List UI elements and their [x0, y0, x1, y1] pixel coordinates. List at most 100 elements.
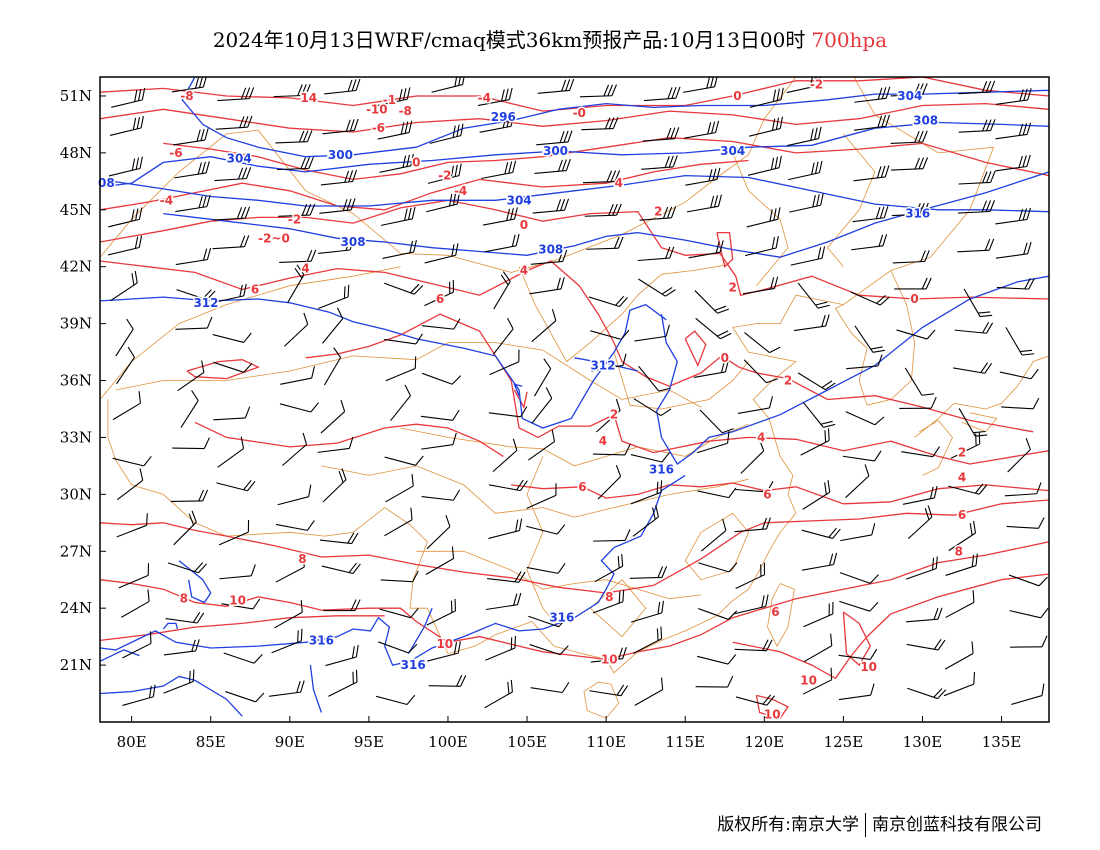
wind-barb — [276, 156, 314, 171]
wind-barb — [426, 192, 461, 213]
wind-barb — [421, 318, 461, 330]
temperature-label: 4 — [520, 264, 528, 278]
wind-barb — [122, 684, 156, 706]
geopotential-label: 300 — [328, 148, 353, 162]
wind-barb — [854, 114, 891, 131]
wind-barb — [488, 479, 528, 492]
temperature-label: 2 — [610, 408, 618, 422]
wind-barb — [275, 555, 305, 583]
temperature-label: -4 — [478, 91, 491, 105]
wind-barb — [484, 679, 513, 709]
temperature-label: -8 — [180, 89, 193, 103]
wind-barb — [325, 645, 359, 667]
wind-barb — [634, 677, 664, 706]
wind-barb — [592, 589, 625, 614]
wind-barb — [891, 202, 929, 217]
temperature-isoline — [305, 313, 1049, 465]
temperature-isoline — [100, 260, 1034, 433]
wind-barb — [421, 372, 462, 385]
title-main: 2024年10月13日WRF/cmaq模式36km预报产品:10月13日00时 — [212, 28, 806, 52]
wind-barb — [212, 283, 247, 304]
wind-barb — [531, 308, 557, 343]
wind-barb — [175, 316, 213, 330]
wind-barb — [482, 207, 518, 226]
lat-tick-label: 48N — [60, 144, 92, 162]
wind-barb — [632, 504, 659, 537]
wind-barb — [890, 157, 929, 171]
wind-barb — [118, 563, 150, 589]
boundary-line — [613, 351, 749, 410]
wind-barb — [995, 207, 1032, 225]
wind-barb — [591, 353, 627, 372]
wind-barb — [111, 87, 146, 108]
wind-barb — [906, 639, 946, 651]
boundary-line — [827, 133, 876, 267]
wind-barb — [530, 249, 568, 265]
temperature-label: 4 — [615, 176, 623, 190]
lat-tick-label: 42N — [60, 258, 92, 276]
boundary-line — [107, 77, 995, 674]
wind-barb — [854, 325, 885, 353]
temperature-isoline — [100, 541, 1049, 661]
wind-barbs — [108, 77, 1049, 709]
wind-barb — [492, 438, 518, 473]
wind-barb — [493, 317, 514, 355]
wind-barb — [108, 235, 143, 256]
wind-barb — [948, 483, 988, 495]
wind-barb — [802, 402, 836, 428]
wind-barb — [896, 329, 936, 340]
temperature-label: 0 — [520, 218, 528, 232]
wind-barb — [526, 524, 566, 535]
wind-barb — [526, 483, 557, 509]
wind-barb — [485, 592, 522, 611]
wind-barb — [320, 169, 358, 186]
wind-barb — [581, 117, 619, 131]
wind-barb — [696, 431, 730, 454]
wind-barb — [282, 432, 308, 466]
wind-barb — [803, 633, 833, 663]
wind-barb — [995, 154, 1031, 172]
wind-barb — [638, 365, 671, 392]
wind-barb — [802, 667, 833, 695]
wind-barb — [594, 554, 624, 583]
geopotential-isoline — [656, 275, 1049, 465]
wind-barb — [323, 347, 342, 386]
wind-barb — [963, 288, 993, 318]
wind-barb — [212, 235, 250, 250]
wind-barb — [479, 114, 515, 133]
wind-barb — [589, 684, 629, 697]
wind-barb — [375, 694, 416, 706]
temperature-label: -2 — [438, 169, 451, 183]
boundary-layer — [100, 77, 1049, 719]
wind-barb — [217, 87, 255, 102]
geopotential-label: 316 — [401, 658, 426, 672]
temperature-label: 10 — [601, 652, 618, 666]
wind-barb — [638, 278, 676, 297]
wind-barb — [172, 437, 210, 450]
wind-barb — [384, 333, 423, 345]
geopotential-label: 300 — [543, 144, 568, 158]
wind-barb — [1008, 574, 1048, 587]
wind-barb — [322, 118, 359, 135]
temperature-label: 2 — [728, 281, 736, 295]
wind-barb — [278, 203, 316, 217]
temperature-label: -2~0 — [258, 231, 290, 245]
boundary-line — [321, 465, 749, 518]
temperature-isoline — [100, 159, 749, 211]
wind-barb — [318, 284, 350, 310]
wind-barb — [629, 566, 668, 579]
wind-barb — [802, 480, 831, 510]
temperature-contours — [100, 77, 1049, 719]
boundary-line — [732, 152, 789, 286]
boundary-line — [914, 355, 1049, 438]
lon-tick-label: 100E — [428, 733, 468, 751]
temperature-label: -2 — [288, 212, 301, 226]
wind-barb — [579, 84, 618, 98]
wind-barb — [686, 194, 723, 213]
wind-barb — [842, 450, 882, 462]
wind-barb — [277, 484, 312, 506]
boundary-line — [834, 270, 916, 406]
wind-barb — [699, 409, 734, 434]
wind-barb — [173, 510, 197, 546]
wind-barb — [700, 518, 727, 552]
